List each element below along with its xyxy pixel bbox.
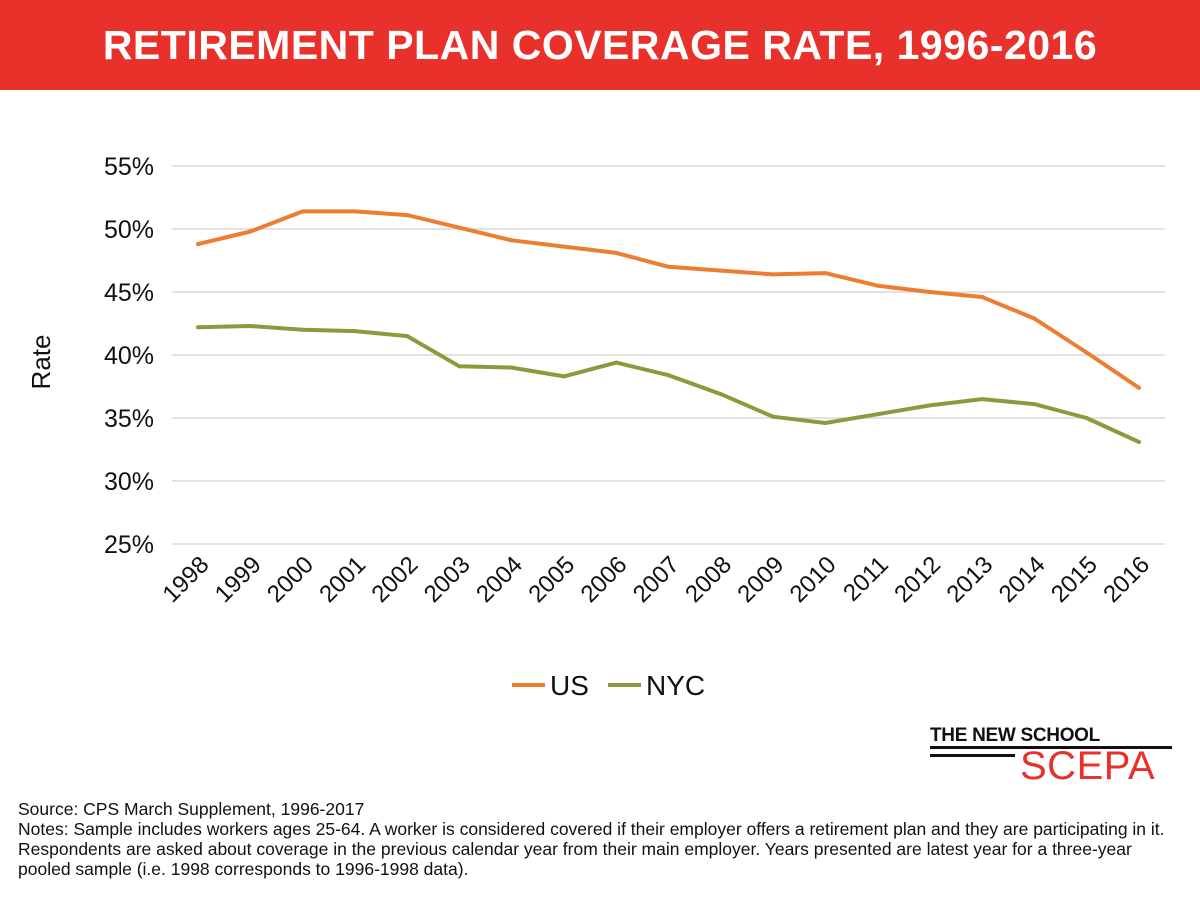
data-point-us <box>300 209 305 214</box>
data-point-nyc <box>614 360 619 365</box>
footer-notes: Source: CPS March Supplement, 1996-2017 … <box>18 799 1188 879</box>
logo-rule-short <box>930 754 1015 757</box>
logo-rule <box>930 746 1172 749</box>
title-banner: RETIREMENT PLAN COVERAGE RATE, 1996-2016 <box>0 0 1200 90</box>
scepa-logo: THE NEW SCHOOL SCEPA <box>930 725 1180 788</box>
y-tick-label: 40% <box>104 342 154 370</box>
data-point-nyc <box>352 329 357 334</box>
data-point-us <box>196 242 201 247</box>
data-point-nyc <box>457 364 462 369</box>
data-point-nyc <box>666 373 671 378</box>
x-tick-label: 1999 <box>210 551 267 608</box>
y-tick-label: 50% <box>104 216 154 244</box>
data-point-us <box>457 225 462 230</box>
x-tick-label: 2014 <box>994 551 1051 608</box>
legend-label-us: US <box>550 670 589 701</box>
data-point-nyc <box>405 334 410 339</box>
x-tick-label: 2007 <box>628 551 685 608</box>
data-point-nyc <box>1032 402 1037 407</box>
y-tick-label: 55% <box>104 153 154 181</box>
data-point-nyc <box>875 412 880 417</box>
data-point-nyc <box>823 421 828 426</box>
data-point-us <box>561 244 566 249</box>
line-chart: 25%30%35%40%45%50%55%Rate199819992000200… <box>26 153 1165 701</box>
x-tick-label: 2012 <box>889 551 946 608</box>
data-point-us <box>1084 350 1089 355</box>
data-point-nyc <box>196 325 201 330</box>
data-point-us <box>771 272 776 277</box>
data-point-us <box>248 229 253 234</box>
y-tick-label: 35% <box>104 405 154 433</box>
x-tick-label: 2001 <box>314 551 371 608</box>
y-tick-label: 45% <box>104 279 154 307</box>
data-point-us <box>1032 316 1037 321</box>
data-point-us <box>666 264 671 269</box>
x-tick-label: 1998 <box>158 551 215 608</box>
x-tick-label: 2004 <box>471 551 528 608</box>
data-point-nyc <box>300 327 305 332</box>
y-tick-label: 25% <box>104 531 154 559</box>
x-tick-label: 2005 <box>523 551 580 608</box>
data-point-nyc <box>927 403 932 408</box>
data-point-nyc <box>509 365 514 370</box>
series-line-nyc <box>196 324 1141 444</box>
data-point-us <box>718 268 723 273</box>
data-point-us <box>614 250 619 255</box>
y-tick-label: 30% <box>104 468 154 496</box>
data-point-us <box>352 209 357 214</box>
data-point-nyc <box>1084 416 1089 420</box>
data-point-us <box>405 213 410 218</box>
x-tick-label: 2006 <box>576 551 633 608</box>
data-point-us <box>1136 385 1141 390</box>
data-point-nyc <box>561 374 566 379</box>
data-point-us <box>927 290 932 294</box>
legend-label-nyc: NYC <box>646 670 705 701</box>
data-point-us <box>509 238 514 243</box>
x-tick-label: 2015 <box>1046 551 1103 608</box>
series-line-us <box>196 209 1141 390</box>
page-title: RETIREMENT PLAN COVERAGE RATE, 1996-2016 <box>102 21 1098 68</box>
notes-text: Notes: Sample includes workers ages 25-6… <box>18 819 1165 879</box>
x-tick-label: 2008 <box>680 551 737 608</box>
logo-line-2: SCEPA <box>1020 744 1156 788</box>
x-tick-label: 2003 <box>419 551 476 608</box>
x-tick-label: 2009 <box>732 551 789 608</box>
data-point-us <box>823 271 828 276</box>
x-tick-label: 2016 <box>1098 551 1155 608</box>
data-point-nyc <box>248 324 253 329</box>
logo-line-1: THE NEW SCHOOL <box>930 725 1100 746</box>
data-point-nyc <box>980 397 985 402</box>
x-tick-label: 2000 <box>262 551 319 608</box>
y-axis-title: Rate <box>26 335 56 390</box>
data-point-us <box>980 295 985 300</box>
x-tick-label: 2010 <box>785 551 842 608</box>
data-point-us <box>875 283 880 288</box>
data-point-nyc <box>718 392 723 397</box>
x-tick-label: 2011 <box>838 551 894 607</box>
source-text: Source: CPS March Supplement, 1996-2017 <box>18 799 365 819</box>
x-tick-label: 2013 <box>941 551 998 608</box>
data-point-nyc <box>771 414 776 419</box>
x-tick-label: 2002 <box>367 551 424 608</box>
data-point-nyc <box>1136 439 1141 444</box>
